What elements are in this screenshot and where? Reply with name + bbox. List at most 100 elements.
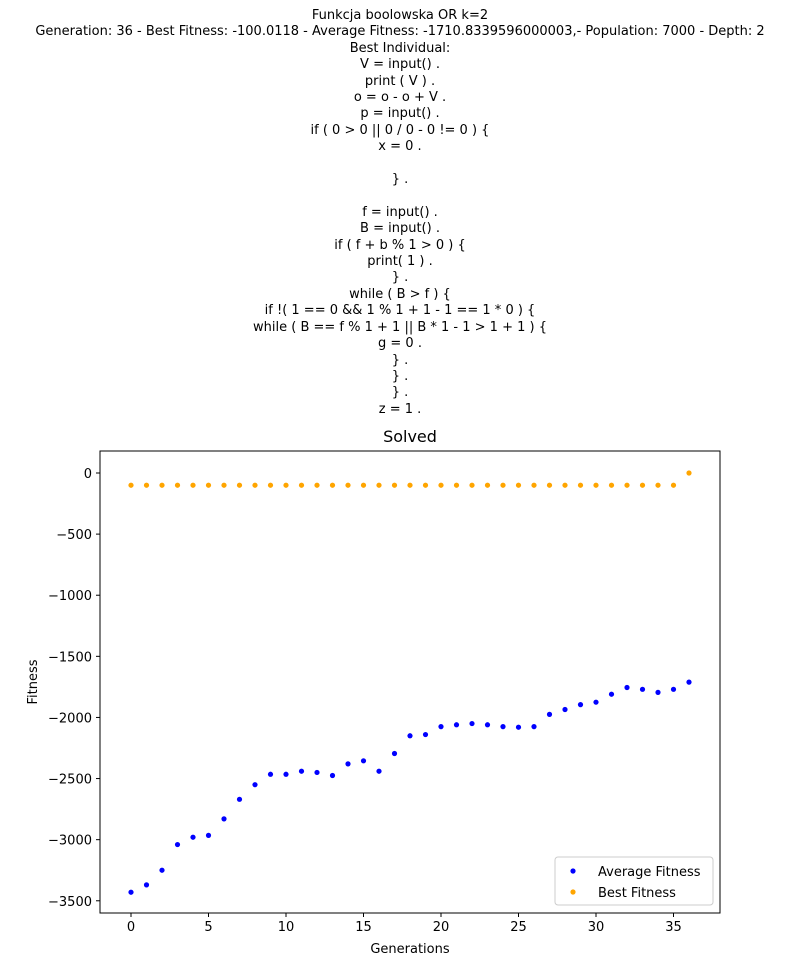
average-fitness-point	[221, 816, 227, 822]
average-fitness-point	[608, 691, 615, 697]
best-fitness-point	[438, 482, 444, 488]
y-tick-label: −3000	[48, 834, 92, 849]
average-fitness-point	[655, 689, 661, 695]
y-axis-label: Fitness	[26, 659, 41, 704]
average-fitness-point	[205, 832, 212, 838]
x-axis-label: Generations	[370, 942, 450, 957]
average-fitness-point	[407, 733, 413, 739]
x-tick-label: 15	[355, 920, 372, 935]
figure-title: Funkcja boolowska OR k=2	[311, 8, 489, 23]
best-fitness-point	[531, 482, 537, 488]
average-fitness-point	[624, 684, 630, 691]
best-fitness-point	[562, 482, 568, 488]
best-fitness-point	[205, 482, 212, 488]
y-tick-label: −3500	[48, 895, 92, 910]
average-fitness-point	[267, 771, 274, 777]
best-fitness-point	[345, 482, 351, 488]
average-fitness-point	[143, 882, 150, 888]
average-fitness-point	[546, 711, 553, 717]
best-fitness-point	[143, 482, 150, 488]
best-fitness-point	[283, 482, 289, 488]
legend: Average Fitness Best Fitness	[554, 856, 714, 906]
average-fitness-point	[593, 699, 599, 705]
program-line: print( 1 ) .	[367, 254, 433, 270]
program-line: while ( B == f % 1 + 1 || B * 1 - 1 > 1 …	[253, 319, 547, 335]
best-fitness-point	[298, 482, 305, 488]
average-fitness-point	[422, 731, 429, 738]
best-fitness-point	[159, 482, 165, 488]
x-tick-label: 5	[204, 920, 212, 935]
x-tick-label: 20	[433, 920, 450, 935]
y-tick-label: −2000	[48, 711, 92, 726]
best-individual-label: Best Individual:	[349, 40, 451, 56]
x-tick-label: 10	[278, 920, 295, 935]
best-fitness-point	[391, 482, 398, 488]
program-line: B = input() .	[360, 221, 440, 237]
average-fitness-point	[670, 686, 677, 692]
best-fitness-point	[174, 482, 181, 488]
y-tick-label: −1000	[48, 589, 92, 604]
average-fitness-point	[128, 889, 134, 895]
program-line: o = o - o + V .	[353, 90, 447, 106]
average-fitness-point	[345, 761, 351, 767]
average-fitness-point	[391, 750, 398, 757]
program-line: } .	[391, 385, 409, 401]
best-fitness-point	[639, 482, 646, 488]
average-fitness-point	[314, 769, 320, 776]
best-fitness-point	[515, 482, 522, 488]
program-line: } .	[391, 368, 409, 384]
average-fitness-point	[639, 686, 646, 692]
best-fitness-point	[422, 482, 429, 488]
program-line: V = input() .	[360, 57, 440, 73]
x-tick-label: 25	[510, 920, 527, 935]
y-tick-label: −500	[56, 528, 92, 543]
best-fitness-point	[128, 482, 134, 488]
program-line: f = input() .	[362, 204, 438, 220]
average-fitness-point	[500, 724, 506, 730]
data-points	[128, 470, 692, 895]
x-tick-label: 0	[127, 920, 135, 935]
best-fitness-point	[670, 482, 677, 488]
legend-marker	[570, 868, 576, 874]
average-fitness-point	[236, 796, 243, 802]
average-fitness-point	[484, 722, 491, 728]
program-line: g = 0 .	[378, 336, 422, 352]
best-fitness-point	[453, 482, 460, 488]
chart-title: Solved	[383, 427, 437, 446]
best-fitness-point	[484, 482, 491, 488]
legend-marker	[570, 889, 576, 895]
program-line: print ( V ) .	[364, 73, 436, 89]
best-fitness-point	[329, 482, 336, 488]
program-line: if !( 1 == 0 && 1 % 1 + 1 - 1 == 1 * 0 )…	[264, 303, 536, 319]
best-fitness-point	[577, 482, 584, 488]
best-fitness-point	[469, 482, 475, 488]
average-fitness-point	[360, 758, 367, 764]
y-tick-label: −2500	[48, 773, 92, 788]
legend-box	[554, 856, 714, 906]
x-tick-label: 35	[665, 920, 682, 935]
best-fitness-point	[190, 482, 196, 488]
best-fitness-point	[593, 482, 599, 488]
average-fitness-point	[298, 768, 305, 774]
average-fitness-point	[469, 720, 475, 727]
average-fitness-point	[453, 722, 460, 728]
best-fitness-point	[655, 482, 661, 488]
legend-label: Best Fitness	[598, 886, 676, 901]
legend-label: Average Fitness	[598, 865, 701, 880]
program-line: if ( 0 > 0 || 0 / 0 - 0 != 0 ) {	[310, 122, 490, 138]
program-line: while ( B > f ) {	[349, 286, 451, 302]
run-summary: Generation: 36 - Best Fitness: -100.0118…	[35, 24, 765, 40]
average-fitness-point	[174, 841, 181, 848]
best-fitness-point	[546, 482, 553, 488]
average-fitness-point	[531, 724, 537, 730]
axis-ticks: 0 5 10 15 20 25 30 35 0 −500 −1000 −1500 −2000 −2500 −…	[48, 467, 682, 935]
best-fitness-point	[236, 482, 243, 488]
y-tick-label: 0	[84, 467, 92, 482]
average-fitness-point	[515, 724, 522, 730]
program-line: x = 0 .	[378, 139, 422, 155]
best-fitness-point	[686, 470, 692, 476]
best-fitness-point	[407, 482, 413, 488]
average-fitness-point	[562, 706, 568, 713]
average-fitness-point	[159, 867, 165, 873]
